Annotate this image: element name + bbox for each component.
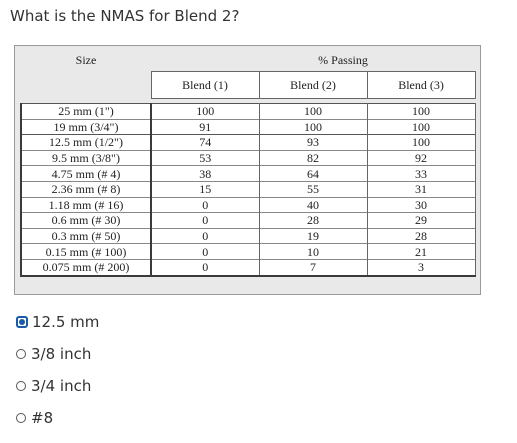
option-1[interactable]: 12.5 mm [16, 306, 99, 338]
radio-icon[interactable] [16, 413, 26, 423]
option-label: 12.5 mm [32, 313, 100, 331]
cell-blend-1: 53 [150, 149, 260, 166]
cell-blend-3: 100 [366, 103, 476, 120]
cell-size: 9.5 mm (3/8") [20, 149, 152, 166]
cell-blend-2: 10 [258, 243, 368, 260]
cell-blend-1: 38 [150, 165, 260, 182]
option-label: 3/8 inch [31, 345, 92, 363]
question-text: What is the NMAS for Blend 2? [10, 7, 240, 25]
table-row: 0.3 mm (# 50) 0 19 28 [20, 227, 476, 244]
cell-blend-2: 100 [258, 118, 368, 135]
table-row: 4.75 mm (# 4) 38 64 33 [20, 165, 476, 182]
cell-blend-3: 92 [366, 149, 476, 166]
cell-blend-3: 100 [366, 118, 476, 135]
cell-size: 25 mm (1") [20, 103, 152, 120]
radio-icon[interactable] [16, 349, 26, 359]
header-blend-1: Blend (1) [150, 71, 260, 99]
table-row: 0.6 mm (# 30) 0 28 29 [20, 212, 476, 229]
cell-blend-1: 0 [150, 227, 260, 244]
cell-blend-3: 100 [366, 134, 476, 151]
cell-blend-1: 0 [150, 258, 260, 277]
radio-selected-icon[interactable] [16, 316, 28, 328]
option-3[interactable]: 3/4 inch [16, 370, 99, 402]
radio-icon[interactable] [16, 381, 26, 391]
answer-options: 12.5 mm 3/8 inch 3/4 inch #8 [16, 306, 99, 434]
cell-size: 0.3 mm (# 50) [20, 227, 152, 244]
cell-blend-1: 91 [150, 118, 260, 135]
cell-blend-1: 15 [150, 180, 260, 198]
cell-blend-2: 28 [258, 212, 368, 229]
cell-blend-1: 100 [150, 103, 260, 120]
option-4[interactable]: #8 [16, 402, 99, 434]
header-blend-2: Blend (2) [258, 71, 368, 99]
table-row: 12.5 mm (1/2") 74 93 100 [20, 134, 476, 151]
cell-size: 0.15 mm (# 100) [20, 243, 152, 260]
cell-blend-3: 29 [366, 212, 476, 229]
cell-blend-3: 31 [366, 180, 476, 198]
cell-blend-1: 0 [150, 243, 260, 260]
cell-blend-2: 55 [258, 180, 368, 198]
cell-size: 0.6 mm (# 30) [20, 212, 152, 229]
cell-blend-1: 0 [150, 196, 260, 213]
cell-blend-2: 7 [258, 258, 368, 277]
cell-size: 1.18 mm (# 16) [20, 196, 152, 213]
cell-blend-2: 93 [258, 134, 368, 151]
cell-size: 2.36 mm (# 8) [20, 180, 152, 198]
header-size: Size [75, 52, 97, 67]
cell-size: 4.75 mm (# 4) [20, 165, 152, 182]
header-blend-3: Blend (3) [366, 71, 476, 99]
gradation-table: Size % Passing Blend (1) Blend (2) Blend… [20, 49, 476, 277]
cell-blend-2: 82 [258, 149, 368, 166]
header-size-spacer [21, 71, 151, 99]
cell-blend-2: 64 [258, 165, 368, 182]
cell-blend-2: 100 [258, 103, 368, 120]
cell-blend-3: 3 [366, 258, 476, 277]
table-body: 25 mm (1") 100 100 100 19 mm (3/4") 91 100 100 1… [20, 103, 476, 277]
cell-size: 12.5 mm (1/2") [20, 134, 152, 151]
table-row: 19 mm (3/4") 91 100 100 [20, 118, 476, 135]
cell-blend-3: 21 [366, 243, 476, 260]
cell-blend-3: 30 [366, 196, 476, 213]
gradation-table-image: Size % Passing Blend (1) Blend (2) Blend… [14, 45, 481, 295]
cell-blend-3: 33 [366, 165, 476, 182]
cell-blend-2: 40 [258, 196, 368, 213]
cell-size: 19 mm (3/4") [20, 118, 152, 135]
header-passing: % Passing [318, 52, 368, 67]
option-label: 3/4 inch [31, 377, 92, 395]
cell-blend-1: 0 [150, 212, 260, 229]
cell-blend-2: 19 [258, 227, 368, 244]
table-row: 1.18 mm (# 16) 0 40 30 [20, 196, 476, 213]
option-2[interactable]: 3/8 inch [16, 338, 99, 370]
table-row: 2.36 mm (# 8) 15 55 31 [20, 180, 476, 198]
option-label: #8 [31, 409, 54, 427]
cell-blend-1: 74 [150, 134, 260, 151]
table-row: 0.075 mm (# 200) 0 7 3 [20, 258, 476, 277]
table-row: 25 mm (1") 100 100 100 [20, 103, 476, 120]
cell-size: 0.075 mm (# 200) [20, 258, 152, 277]
cell-blend-3: 28 [366, 227, 476, 244]
table-row: 9.5 mm (3/8") 53 82 92 [20, 149, 476, 166]
table-row: 0.15 mm (# 100) 0 10 21 [20, 243, 476, 260]
